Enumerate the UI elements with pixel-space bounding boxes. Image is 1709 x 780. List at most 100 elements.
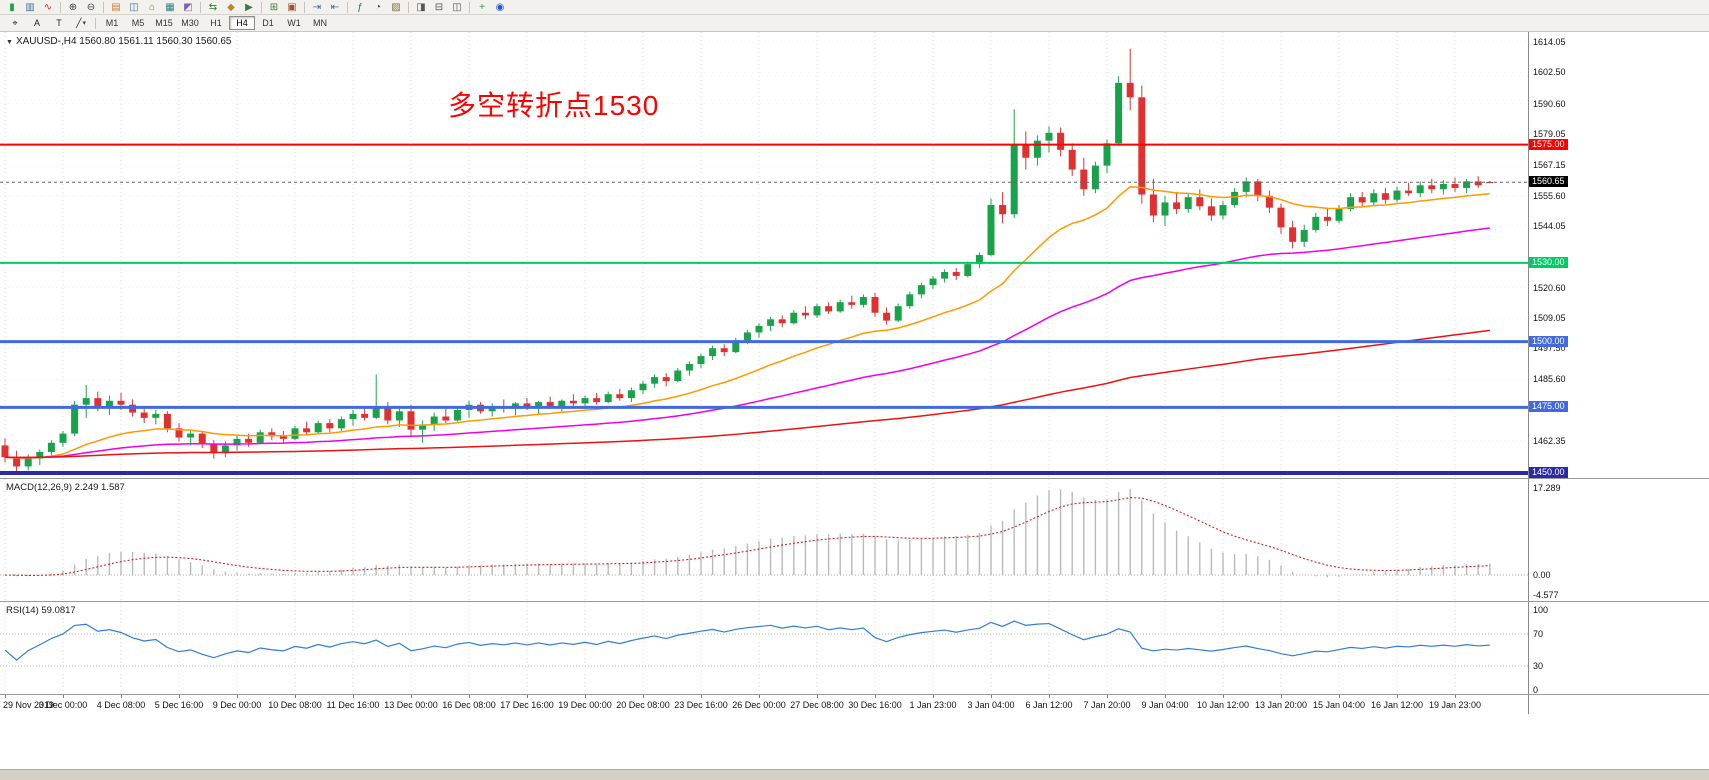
time-axis-row: 29 Nov 2019 3 Dec 00:00 4 Dec 08:00 5 Dec 1…: [0, 694, 1709, 714]
macd-grid-layer: [0, 479, 1528, 601]
time-tick: [353, 695, 354, 698]
ma-fast-line: [4, 186, 1490, 459]
rsi-label: RSI(14) 59.0817: [6, 605, 76, 616]
toolbar-row-2: ⌖ A T ╱ ▾ M1 M5 M15 M30 H1 H4 D1 W1 MN: [0, 15, 1709, 32]
rsi-grid-layer: [0, 602, 1528, 694]
terminal-icon[interactable]: ▦: [165, 1, 175, 13]
macd-signal-line: [4, 497, 1490, 576]
dropdown-caret-icon: ▾: [82, 20, 86, 27]
price-badge-1475.00: 1475.00: [1529, 401, 1568, 413]
time-tick: [1281, 695, 1282, 698]
templates-icon[interactable]: ▨: [391, 1, 401, 13]
timeframe-button-m15[interactable]: M15: [155, 18, 173, 28]
time-label: 27 Dec 08:00: [790, 700, 844, 710]
price-axis[interactable]: 1614.05 1602.50 1590.60 1579.05 1567.15 1555.…: [1528, 32, 1709, 478]
timeframe-button-h1[interactable]: H1: [210, 18, 222, 28]
time-axis-corner: [1528, 695, 1709, 714]
time-tick: [237, 695, 238, 698]
toolbar-separator: [60, 1, 61, 13]
toolbar-separator: [304, 1, 305, 13]
indicators-icon[interactable]: ƒ: [357, 1, 363, 13]
time-label: 3 Jan 04:00: [967, 700, 1015, 710]
tile-vertically-icon[interactable]: ◫: [452, 1, 462, 13]
bar-chart-icon[interactable]: ▥: [25, 1, 35, 13]
time-label: 3 Dec 00:00: [38, 700, 88, 710]
cursor-tool[interactable]: ⌖: [12, 17, 18, 28]
toolbar-separator: [103, 1, 104, 13]
price-badge-1575.00: 1575.00: [1529, 138, 1568, 150]
symbol-ohlc-text: XAUUSD-,H4 1560.80 1561.11 1560.30 1560.…: [15, 36, 232, 47]
time-tick: [1455, 695, 1456, 698]
candlestick-chart-icon[interactable]: ▮: [9, 1, 15, 13]
data-window-icon[interactable]: ◫: [129, 1, 139, 13]
toolbar-separator: [347, 1, 348, 13]
text-tool[interactable]: T: [56, 18, 62, 28]
line-chart-icon[interactable]: ∿: [43, 1, 53, 13]
help-icon[interactable]: ◉: [495, 1, 505, 13]
time-tick: [875, 695, 876, 698]
time-label: 6 Jan 12:00: [1025, 700, 1073, 710]
metaeditor-icon[interactable]: ◆: [227, 1, 235, 13]
toolbar-row-1: ▮ ▥ ∿ ⊕ ⊖ ▤ ◫ ⌂ ▦ ◩ ⇆ ◆ ▶ ⊞ ▣ ⇥ ⇤ ƒ ◔ ▨ ◨ ⊟ ◫ + ◉: [0, 0, 1709, 15]
rsi-panel: RSI(14) 59.0817 100 70 30 0: [0, 601, 1709, 695]
time-label: 11 Dec 16:00: [326, 700, 380, 710]
navigator-icon[interactable]: ⌂: [148, 1, 156, 13]
timeframe-button-w1[interactable]: W1: [287, 18, 301, 28]
add-indicator-icon[interactable]: +: [479, 1, 485, 13]
timeframe-button-m5[interactable]: M5: [131, 18, 145, 28]
time-label: 9 Dec 00:00: [212, 700, 262, 710]
price-badge-1450.00: 1450.00: [1529, 467, 1568, 478]
auto-scroll-icon[interactable]: ⇥: [312, 1, 322, 13]
grid-layer: [0, 32, 1528, 478]
chart-annotation[interactable]: 多空转折点1530: [448, 90, 660, 121]
candlestick-chart[interactable]: [0, 32, 1528, 478]
zoom-in-icon[interactable]: ⊕: [68, 1, 78, 13]
time-label: 13 Dec 00:00: [384, 700, 438, 710]
time-label: 30 Dec 16:00: [848, 700, 902, 710]
periods-icon[interactable]: ◔: [374, 1, 382, 13]
price-tick: 1520.60: [1533, 282, 1566, 293]
strategy-tester-icon[interactable]: ◩: [183, 1, 193, 13]
time-label: 10 Dec 08:00: [268, 700, 322, 710]
symbol-dropdown-icon[interactable]: ▼: [6, 39, 13, 46]
macd-histogram: [15, 489, 1491, 578]
time-axis[interactable]: 29 Nov 2019 3 Dec 00:00 4 Dec 08:00 5 Dec 1…: [0, 695, 1528, 714]
new-chart-icon[interactable]: ⊞: [269, 1, 279, 13]
horizontal-scrollbar[interactable]: [0, 769, 1709, 780]
time-label: 16 Jan 12:00: [1370, 700, 1424, 710]
chart-shift-icon[interactable]: ⇤: [330, 1, 340, 13]
tile-horizontally-icon[interactable]: ⊟: [434, 1, 444, 13]
rsi-axis-value: 70: [1533, 629, 1544, 639]
toolbar-separator: [469, 1, 470, 13]
cascade-windows-icon[interactable]: ◨: [416, 1, 426, 13]
time-tick: [1223, 695, 1224, 698]
profiles-icon[interactable]: ▣: [287, 1, 297, 13]
autotrading-icon[interactable]: ▶: [245, 1, 253, 13]
time-label: 5 Dec 16:00: [154, 700, 204, 710]
time-tick: [1339, 695, 1340, 698]
timeframe-button-d1[interactable]: D1: [262, 18, 274, 28]
time-tick: [1165, 695, 1166, 698]
timeframe-button-m1[interactable]: M1: [105, 18, 119, 28]
time-tick: [643, 695, 644, 698]
macd-label: MACD(12,26,9) 2.249 1.587: [6, 482, 125, 493]
timeframe-button-h4[interactable]: H4: [229, 16, 255, 30]
time-tick: [1107, 695, 1108, 698]
time-label: 9 Jan 04:00: [1141, 700, 1189, 710]
new-order-icon[interactable]: ⇆: [208, 1, 218, 13]
macd-axis-value: 17.289: [1533, 483, 1561, 493]
market-watch-icon[interactable]: ▤: [111, 1, 121, 13]
chart-bottom-margin: [0, 714, 1709, 769]
time-tick: [991, 695, 992, 698]
time-tick: [1049, 695, 1050, 698]
timeframe-button-m30[interactable]: M30: [181, 18, 199, 28]
macd-plot[interactable]: MACD(12,26,9) 2.249 1.587: [0, 479, 1528, 601]
timeframe-button-mn[interactable]: MN: [313, 18, 327, 28]
time-tick: [411, 695, 412, 698]
rsi-plot[interactable]: RSI(14) 59.0817: [0, 602, 1528, 694]
zoom-out-icon[interactable]: ⊖: [86, 1, 96, 13]
text-label-tool[interactable]: A: [33, 18, 40, 28]
shapes-dropdown[interactable]: ╱ ▾: [76, 17, 86, 28]
main-chart-canvas[interactable]: ▼ XAUUSD-,H4 1560.80 1561.11 1560.30 1560…: [0, 32, 1528, 478]
horizontal-lines-layer: [0, 143, 1528, 476]
